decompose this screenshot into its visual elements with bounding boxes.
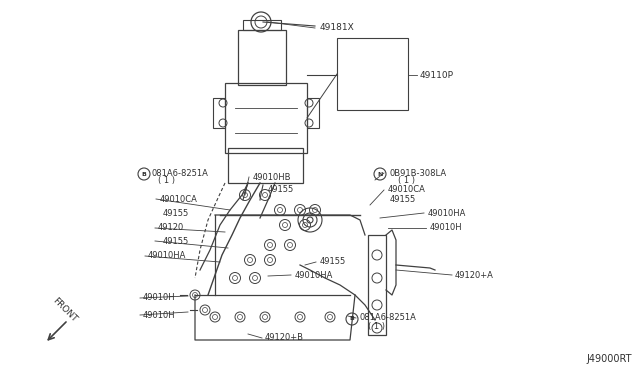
Text: 49110P: 49110P bbox=[420, 71, 454, 80]
Bar bbox=[307, 98, 319, 128]
Text: 081A6-8251A: 081A6-8251A bbox=[360, 312, 417, 321]
Text: 49155: 49155 bbox=[163, 208, 189, 218]
Text: 49181X: 49181X bbox=[320, 23, 355, 32]
Bar bbox=[243, 20, 281, 30]
Text: 49010HB: 49010HB bbox=[253, 173, 291, 182]
Text: 49010CA: 49010CA bbox=[388, 186, 426, 195]
Bar bbox=[238, 30, 286, 85]
Bar bbox=[337, 38, 408, 110]
Text: 49010H: 49010H bbox=[143, 294, 175, 302]
Bar bbox=[228, 148, 303, 183]
Text: 49155: 49155 bbox=[163, 237, 189, 246]
Text: 49155: 49155 bbox=[390, 195, 416, 203]
Bar bbox=[368, 235, 386, 335]
Text: 49010HA: 49010HA bbox=[295, 270, 333, 279]
Text: B: B bbox=[141, 171, 147, 176]
Text: 0B91B-308LA: 0B91B-308LA bbox=[389, 169, 446, 177]
Text: 49120+A: 49120+A bbox=[455, 270, 494, 279]
Text: ( 1 ): ( 1 ) bbox=[368, 321, 385, 330]
Text: 49155: 49155 bbox=[320, 257, 346, 266]
Bar bbox=[213, 98, 225, 128]
Text: J49000RT: J49000RT bbox=[586, 354, 632, 364]
Text: 49010H: 49010H bbox=[430, 224, 463, 232]
Text: 49010HA: 49010HA bbox=[428, 208, 467, 218]
Text: 49010HA: 49010HA bbox=[148, 251, 186, 260]
Text: ( 1 ): ( 1 ) bbox=[398, 176, 415, 186]
Text: 49120+B: 49120+B bbox=[265, 334, 304, 343]
Text: 49010CA: 49010CA bbox=[160, 195, 198, 203]
Text: FRONT: FRONT bbox=[51, 296, 79, 324]
Text: 49120: 49120 bbox=[158, 224, 184, 232]
Text: 49155: 49155 bbox=[268, 186, 294, 195]
Text: N: N bbox=[378, 171, 383, 176]
Text: B: B bbox=[349, 317, 355, 321]
Text: 081A6-8251A: 081A6-8251A bbox=[152, 169, 209, 177]
Text: ( 1 ): ( 1 ) bbox=[158, 176, 175, 186]
Text: 49010H: 49010H bbox=[143, 311, 175, 320]
Bar bbox=[225, 83, 307, 153]
